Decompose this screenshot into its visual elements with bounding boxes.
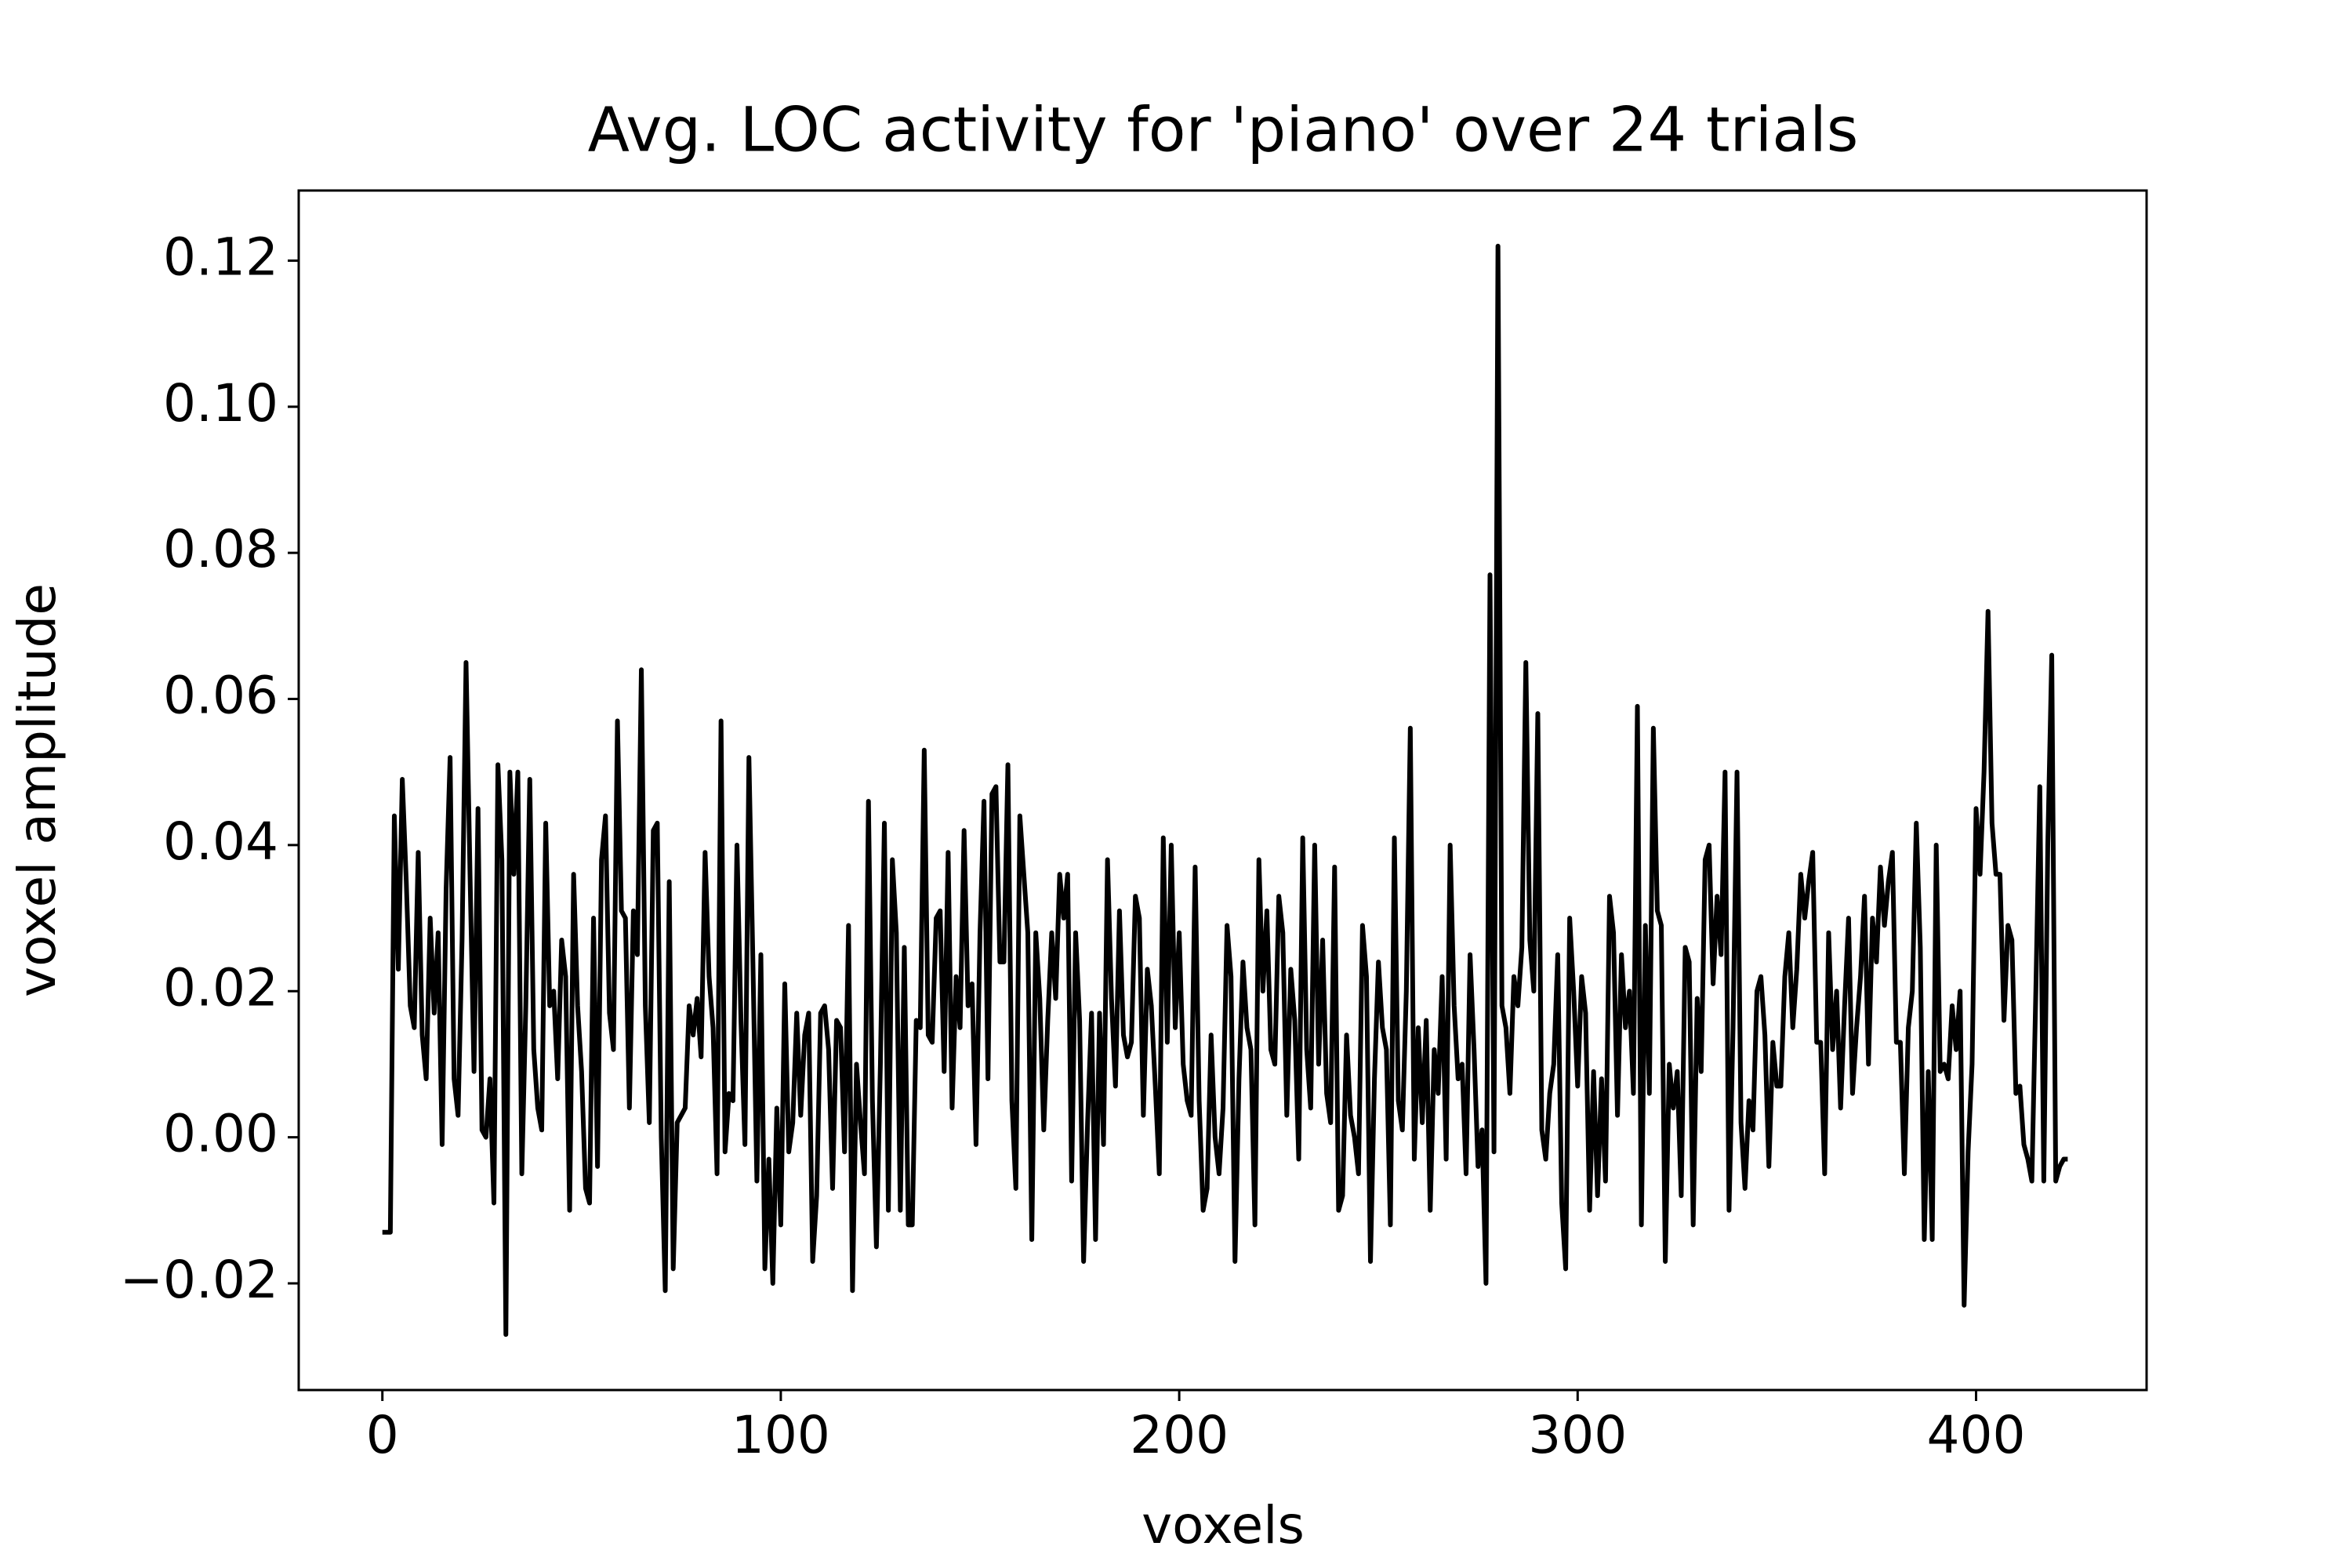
plot-frame <box>297 189 2148 1392</box>
y-tick-label: 0.12 <box>163 227 278 288</box>
x-axis-label: voxels <box>1142 1495 1305 1555</box>
y-tick-label: 0.04 <box>163 811 278 872</box>
x-tick-label: 300 <box>1528 1405 1627 1465</box>
y-tick-label: 0.08 <box>163 519 278 579</box>
data-line <box>382 243 2068 1338</box>
y-axis-label: voxel amplitude <box>7 583 67 997</box>
x-tick-label: 0 <box>366 1405 399 1465</box>
y-tick-label: −0.02 <box>120 1250 278 1310</box>
y-tick-label: 0.10 <box>163 373 278 434</box>
y-tick-label: 0.02 <box>163 957 278 1018</box>
y-tick-label: 0.06 <box>163 666 278 726</box>
y-tick-label: 0.00 <box>163 1104 278 1164</box>
x-tick-label: 200 <box>1130 1405 1229 1465</box>
x-tick-label: 400 <box>1927 1405 2026 1465</box>
x-tick-label: 100 <box>731 1405 830 1465</box>
chart-title: Avg. LOC activity for 'piano' over 24 tr… <box>588 95 1859 165</box>
